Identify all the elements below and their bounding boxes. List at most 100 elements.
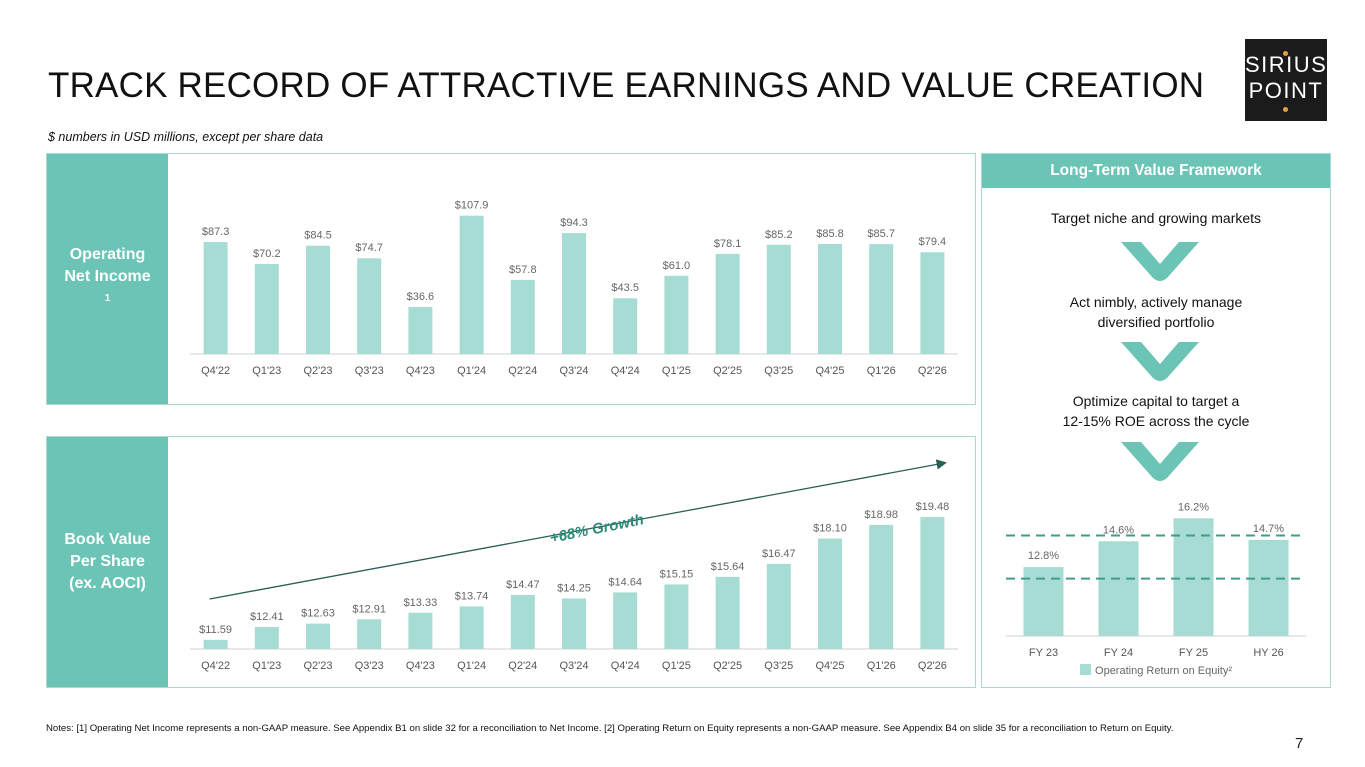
data-label: $18.98: [864, 509, 898, 521]
x-tick-label: Q1'23: [252, 365, 281, 377]
bar: [562, 233, 586, 354]
x-tick-label: Q2'23: [303, 660, 332, 672]
x-tick-label: Q1'25: [662, 660, 691, 672]
x-tick-label: Q2'25: [713, 365, 742, 377]
side-label-line: Net Income: [64, 267, 151, 285]
operating-net-income-label: Operating Net Income 1: [47, 154, 168, 404]
data-label: $85.7: [867, 228, 895, 240]
logo-line2: POINT: [1248, 78, 1324, 103]
bar: [1248, 539, 1289, 636]
x-tick-label: Q1'24: [457, 660, 486, 672]
bar: [920, 517, 945, 649]
framework-item-3: Optimize capital to target a 12-15% ROE …: [982, 391, 1330, 431]
bar: [715, 253, 740, 354]
data-label: 16.2%: [1178, 501, 1209, 513]
x-tick-label: Q1'24: [457, 365, 486, 377]
bar: [869, 244, 894, 354]
chevron-down-icon: [1121, 442, 1199, 481]
x-tick-label: Q4'22: [201, 660, 230, 672]
data-label: $94.3: [560, 217, 588, 229]
bar: [613, 298, 638, 354]
operating-net-income-chart: $87.3 Q4'22 $70.2 Q1'23 $84.5 Q2'23 $74.7 Q3'23…: [190, 200, 958, 377]
page-title: TRACK RECORD OF ATTRACTIVE EARNINGS AND …: [48, 66, 1205, 105]
bar: [766, 244, 791, 354]
bar: [664, 275, 689, 354]
bar: [613, 592, 638, 649]
x-tick-label: Q4'24: [611, 365, 640, 377]
data-label: $11.59: [199, 624, 232, 636]
x-tick-label: Q2'23: [303, 365, 332, 377]
bar: [459, 606, 484, 649]
data-label: $12.63: [301, 608, 335, 620]
book-value-label: Book Value Per Share (ex. AOCI): [47, 437, 168, 687]
page-number: 7: [1295, 735, 1304, 752]
data-label: 12.8%: [1028, 550, 1059, 562]
x-tick-label: Q2'26: [918, 365, 947, 377]
side-label-line: Book Value: [64, 531, 151, 548]
legend-swatch: [1080, 664, 1092, 675]
data-label: $12.91: [352, 603, 386, 615]
x-tick-label: Q3'24: [559, 660, 588, 672]
sirius-point-logo: SIRIUS POINT: [1245, 39, 1327, 121]
footnote-marker: 1: [104, 292, 111, 304]
bar: [818, 244, 842, 354]
bar: [203, 639, 228, 649]
bar: [562, 598, 586, 649]
x-tick-label: Q3'23: [355, 365, 384, 377]
bar: [459, 215, 484, 354]
data-label: $18.10: [813, 523, 847, 535]
value-framework-panel: Long-Term Value Framework Target niche a…: [981, 153, 1331, 688]
bar: [510, 279, 535, 354]
framework-item-1: Target niche and growing markets: [982, 208, 1330, 228]
logo-dot-icon: [1283, 107, 1288, 112]
chevron-down-icon: [1121, 242, 1199, 281]
data-label: $13.74: [455, 590, 489, 602]
x-tick-label: Q1'26: [867, 365, 896, 377]
x-tick-label: Q4'23: [406, 660, 435, 672]
book-value-panel: Book Value Per Share (ex. AOCI) $11.59 Q4…: [46, 436, 976, 688]
x-tick-label: Q3'23: [355, 660, 384, 672]
bar: [357, 258, 382, 354]
framework-item-text: 12-15% ROE across the cycle: [1062, 413, 1250, 429]
roe-legend: Operating Return on Equity²: [982, 664, 1330, 677]
x-tick-label: Q2'24: [508, 660, 537, 672]
data-label: $19.48: [916, 501, 950, 513]
data-label: $107.9: [455, 200, 489, 212]
page-subtitle: $ numbers in USD millions, except per sh…: [48, 130, 324, 144]
x-tick-label: Q3'24: [559, 365, 588, 377]
bar: [357, 619, 382, 649]
data-label: $78.1: [714, 238, 742, 250]
x-tick-label: Q1'23: [252, 660, 281, 672]
data-label: $57.8: [509, 264, 537, 276]
data-label: $43.5: [611, 282, 639, 294]
bar: [254, 264, 279, 354]
book-value-chart: $11.59 Q4'22 $12.41 Q1'23 $12.63 Q2'23 $12.91 Q…: [190, 459, 958, 672]
x-tick-label: Q3'25: [764, 660, 793, 672]
bar: [766, 563, 791, 649]
bar: [715, 576, 740, 649]
data-label: 14.6%: [1103, 524, 1134, 536]
data-label: $85.2: [765, 229, 793, 241]
x-tick-label: Q4'22: [201, 365, 230, 377]
data-label: $12.41: [250, 611, 284, 623]
x-tick-label: FY 25: [1179, 647, 1208, 659]
x-tick-label: Q4'23: [406, 365, 435, 377]
data-label: $61.0: [663, 260, 691, 272]
growth-annotation: +68% Growth: [548, 511, 645, 547]
x-tick-label: Q1'26: [867, 660, 896, 672]
x-tick-label: Q3'25: [764, 365, 793, 377]
bar: [408, 307, 433, 354]
side-label-line: (ex. AOCI): [69, 575, 146, 592]
data-label: $14.47: [506, 579, 540, 591]
bar: [818, 538, 842, 649]
framework-title: Long-Term Value Framework: [982, 154, 1330, 188]
growth-arrow: [209, 459, 947, 600]
data-label: $79.4: [919, 236, 947, 248]
x-tick-label: FY 23: [1029, 647, 1058, 659]
data-label: $13.33: [404, 597, 438, 609]
side-label-line: Operating: [69, 245, 146, 263]
bar: [869, 524, 894, 649]
data-label: $84.5: [304, 230, 332, 242]
roe-chart: 12.8% FY 23 14.6% FY 24 16.2% FY 25 14.7% HY 26: [1006, 501, 1306, 659]
chevron-down-icon: [1121, 342, 1199, 381]
